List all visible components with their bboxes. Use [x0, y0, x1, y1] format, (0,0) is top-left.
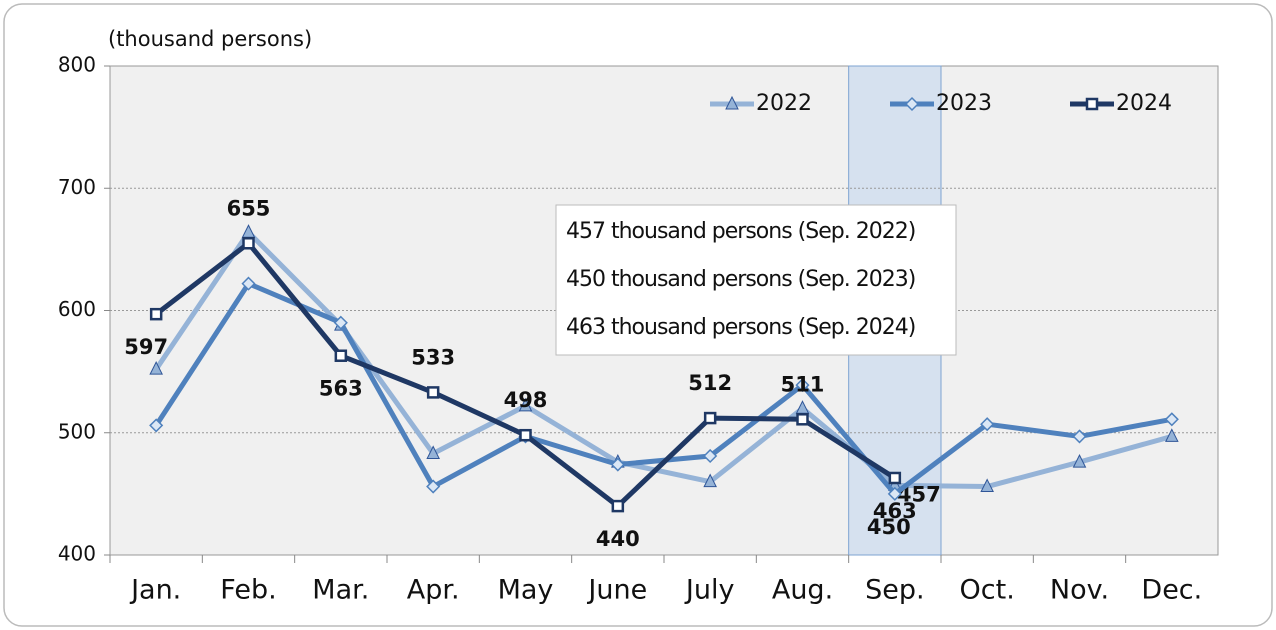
- point: [519, 428, 532, 442]
- annotation-box: [555, 204, 957, 356]
- point: [518, 397, 533, 412]
- point: [703, 448, 718, 464]
- point: [703, 411, 717, 425]
- x-tick-label: Jan.: [129, 575, 181, 606]
- x-tick-label: Mar.: [312, 575, 369, 606]
- point: [795, 378, 810, 393]
- point: [980, 478, 994, 493]
- x-tick-label: July: [684, 575, 735, 606]
- y-tick-label: 700: [58, 175, 96, 199]
- x-tick-label: Nov.: [1050, 575, 1109, 606]
- point: [149, 307, 163, 321]
- point: [426, 386, 440, 399]
- point: [611, 499, 625, 513]
- point: [610, 457, 625, 472]
- y-tick-label: 500: [58, 419, 96, 443]
- point: [887, 486, 902, 501]
- series-line: [154, 229, 1173, 490]
- data-label: 597: [124, 335, 168, 359]
- point: [426, 479, 441, 494]
- x-tick-label: Feb.: [220, 575, 276, 606]
- point: [149, 418, 164, 433]
- x-tick-label: Aug.: [772, 575, 833, 606]
- point: [426, 445, 440, 460]
- legend-label: 2022: [756, 91, 812, 116]
- point: [796, 413, 809, 426]
- x-tick-label: Apr.: [407, 575, 460, 606]
- point: [888, 471, 902, 485]
- data-label: 463: [873, 499, 917, 523]
- x-tick-label: Dec.: [1141, 575, 1202, 606]
- data-label: 450: [867, 515, 911, 539]
- point: [980, 417, 995, 432]
- annotation: 457 thousand persons (Sep. 2022): [566, 219, 915, 244]
- data-label: 511: [781, 372, 825, 396]
- y-tick-label: 800: [58, 53, 96, 77]
- point: [1165, 428, 1179, 442]
- point: [703, 473, 717, 488]
- x-tick-label: May: [498, 575, 554, 606]
- data-label: 563: [319, 377, 363, 401]
- legend-marker: [904, 96, 920, 112]
- data-label: 512: [688, 371, 732, 395]
- point: [149, 361, 163, 375]
- point: [1072, 453, 1087, 468]
- legend-marker: [1085, 97, 1099, 111]
- legend-label: 2024: [1116, 91, 1172, 116]
- point: [334, 349, 348, 362]
- point: [1072, 429, 1087, 444]
- data-label: 498: [504, 388, 548, 412]
- annotation: 450 thousand persons (Sep. 2023): [566, 267, 915, 292]
- data-label: 533: [411, 345, 455, 369]
- annotation: 463 thousand persons (Sep. 2024): [566, 315, 915, 340]
- point: [333, 315, 348, 330]
- data-label: 440: [596, 527, 640, 551]
- point: [241, 276, 256, 291]
- data-label: 655: [227, 196, 271, 220]
- y-tick-label: 400: [58, 542, 96, 566]
- point: [1164, 412, 1179, 427]
- y-axis-label: (thousand persons): [108, 27, 312, 51]
- y-tick-label: 600: [58, 297, 96, 321]
- x-tick-label: Sep.: [865, 575, 924, 606]
- legend-marker: [725, 95, 739, 110]
- legend-label: 2023: [936, 91, 992, 116]
- x-tick-label: Oct.: [960, 575, 1015, 606]
- x-tick-label: June: [586, 575, 647, 606]
- point: [242, 237, 255, 250]
